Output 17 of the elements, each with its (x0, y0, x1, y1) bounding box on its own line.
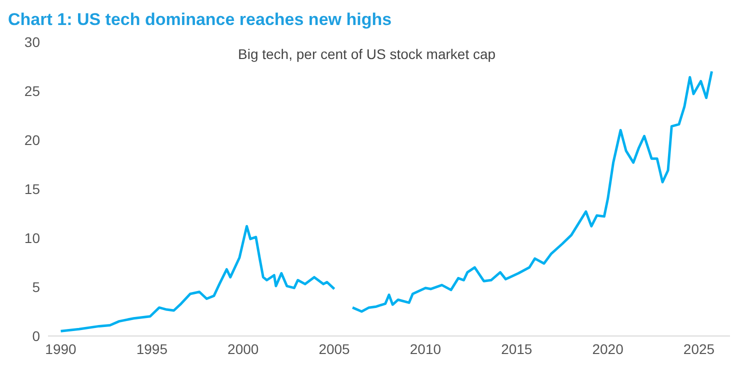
y-tick-label: 20 (24, 132, 40, 148)
y-tick-label: 30 (24, 34, 40, 50)
y-tick-label: 10 (24, 230, 40, 246)
x-tick-label: 2005 (318, 340, 350, 357)
y-tick-label: 0 (32, 328, 40, 344)
x-tick-label: 1995 (136, 340, 168, 357)
chart-title: Chart 1: US tech dominance reaches new highs (8, 9, 393, 30)
x-tick-label: 2015 (501, 340, 532, 357)
y-tick-label: 15 (24, 180, 40, 197)
y-tick-label: 5 (32, 278, 40, 295)
x-tick-label: 1990 (45, 340, 77, 357)
x-tick-label: 2000 (228, 340, 259, 357)
x-tick-label: 2020 (592, 340, 624, 357)
x-tick-label: 2025 (683, 340, 715, 357)
x-tick-label: 2010 (410, 340, 442, 357)
y-tick-label: 25 (24, 82, 40, 99)
chart-subtitle: Big tech, per cent of US stock market cap (238, 46, 496, 62)
